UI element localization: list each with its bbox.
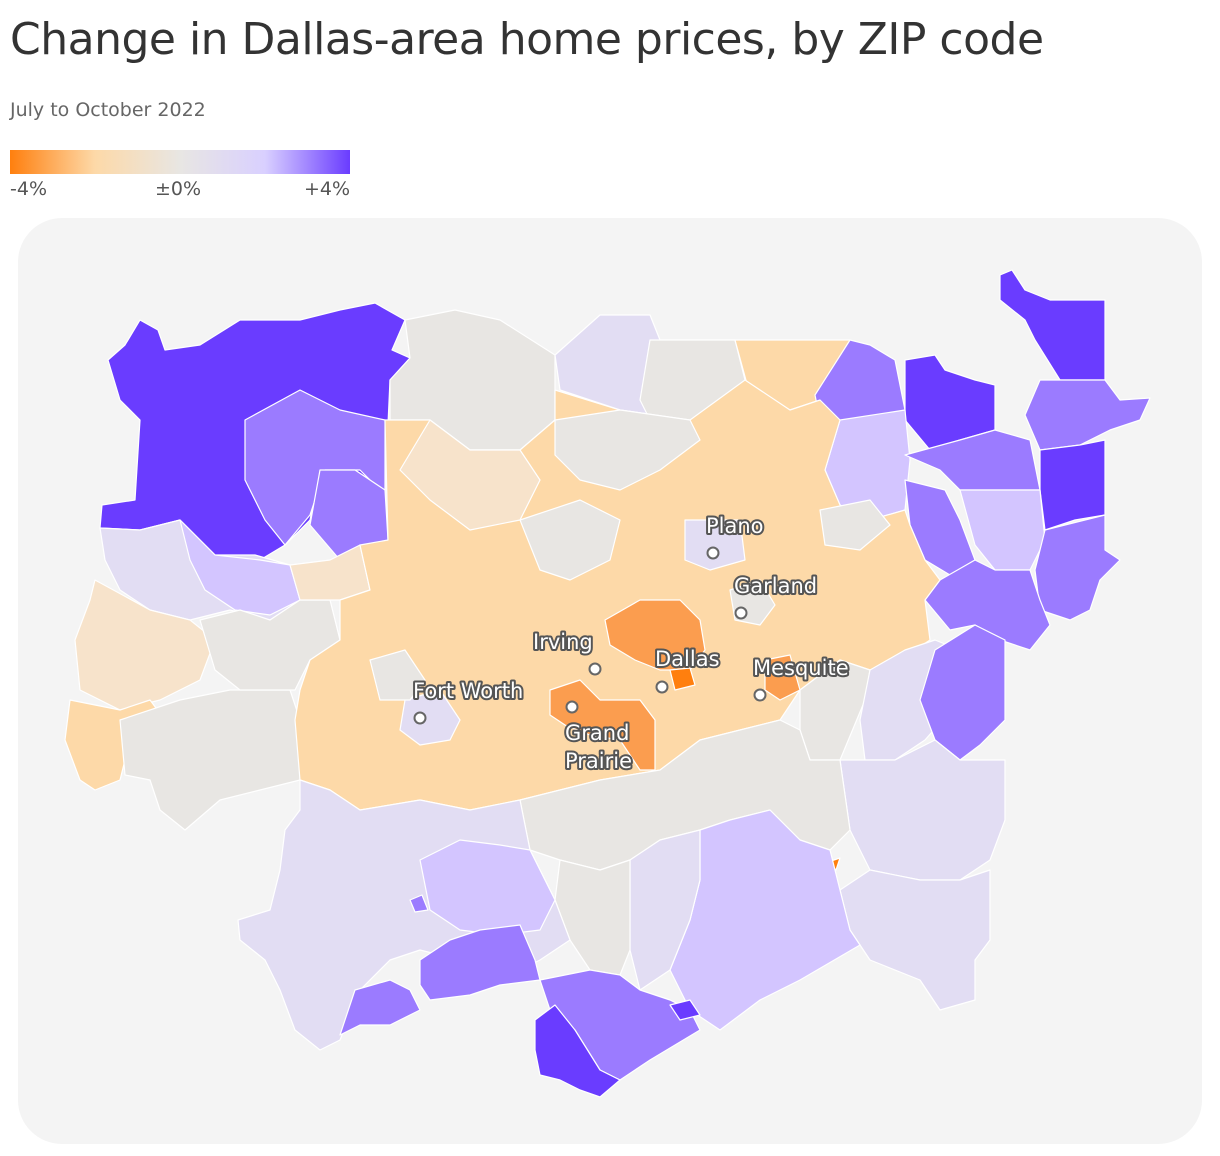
city-label-mesquite: Mesquite — [753, 656, 849, 680]
city-dot-mesquite-icon — [753, 688, 767, 702]
zip-region-northeast-dark-3[interactable] — [1039, 439, 1106, 531]
zip-region-northeast-dark-2[interactable] — [999, 269, 1106, 381]
legend-gradient-bar — [10, 150, 350, 174]
city-label-grand-prairie: Grand Prairie — [565, 721, 636, 773]
legend-min-label: -4% — [10, 178, 47, 200]
zip-region-southeast-neutral[interactable] — [839, 869, 991, 1011]
city-markers: Plano Garland Irving Dallas Mesquite For… — [411, 512, 851, 775]
zip-region-east-dark-purple[interactable] — [924, 559, 1051, 651]
city-fort-worth[interactable]: Fort Worth — [411, 677, 525, 725]
city-dot-dallas-icon — [655, 680, 669, 694]
legend-labels: -4% ±0% +4% — [10, 178, 350, 202]
page-title: Change in Dallas-area home prices, by ZI… — [10, 14, 1044, 65]
zip-region-fw-neutral[interactable] — [369, 649, 426, 701]
city-grand-prairie[interactable]: Grand Prairie — [563, 700, 636, 775]
color-legend: -4% ±0% +4% — [10, 150, 350, 202]
zip-region-south-dark-purple[interactable] — [534, 1004, 621, 1098]
city-dot-fort-worth-icon — [413, 711, 427, 725]
zip-region-sw-light-purple[interactable] — [419, 839, 556, 936]
zip-region-core-dark-1[interactable] — [669, 667, 696, 691]
city-dot-garland-icon — [734, 606, 748, 620]
city-plano[interactable]: Plano — [704, 512, 766, 560]
legend-mid-label: ±0% — [155, 178, 202, 200]
city-label-plano: Plano — [706, 514, 764, 538]
zip-region-sw-purple-2[interactable] — [339, 979, 421, 1036]
zip-region-central-neutral-2[interactable] — [519, 499, 621, 581]
zip-region-east-purple-5[interactable] — [919, 624, 1006, 761]
city-label-irving: Irving — [533, 630, 593, 654]
city-dot-plano-icon — [706, 546, 720, 560]
page-subtitle: July to October 2022 — [10, 99, 206, 121]
zip-region-east-neutral[interactable] — [819, 499, 891, 551]
zip-region-fw-pale-purple[interactable] — [399, 689, 461, 746]
zip-region-southeast-pale[interactable] — [839, 739, 1006, 881]
zip-region-west-pale-orange[interactable] — [74, 579, 216, 711]
city-dot-irving-icon — [588, 662, 602, 676]
zip-region-core-orange-1[interactable] — [604, 599, 706, 671]
zip-region-northeast-purple-2[interactable] — [1024, 379, 1151, 451]
legend-max-label: +4% — [303, 178, 350, 200]
city-dallas[interactable]: Dallas — [653, 645, 722, 694]
zip-region-sw-tiny-purple[interactable] — [409, 894, 429, 913]
zip-region-central-neutral-1[interactable] — [554, 409, 701, 491]
city-garland[interactable]: Garland — [732, 572, 819, 620]
city-mesquite[interactable]: Mesquite — [751, 654, 851, 702]
city-label-grand-prairie-line1: Grand — [565, 721, 629, 745]
zip-region-west-pale-2[interactable] — [289, 544, 371, 601]
city-label-grand-prairie-line2: Prairie — [565, 749, 632, 773]
zip-region-south-dark-purple-2[interactable] — [669, 999, 701, 1021]
city-dot-grand-prairie-icon — [565, 700, 579, 714]
zip-region-mesquite-orange[interactable] — [764, 654, 801, 701]
zip-region-northeast-dark-1[interactable] — [904, 354, 996, 451]
city-irving[interactable]: Irving — [531, 628, 602, 676]
zip-region-plano-pale[interactable] — [684, 519, 746, 571]
zip-region-south-neutral-2[interactable] — [554, 859, 631, 976]
city-label-fort-worth: Fort Worth — [413, 679, 523, 703]
zip-region-east-purple-4[interactable] — [1034, 514, 1121, 621]
city-label-garland: Garland — [734, 574, 817, 598]
city-label-dallas: Dallas — [655, 647, 720, 671]
zip-region-southwest-neutral[interactable] — [119, 689, 301, 831]
zip-region-west-light-purple[interactable] — [179, 519, 301, 616]
